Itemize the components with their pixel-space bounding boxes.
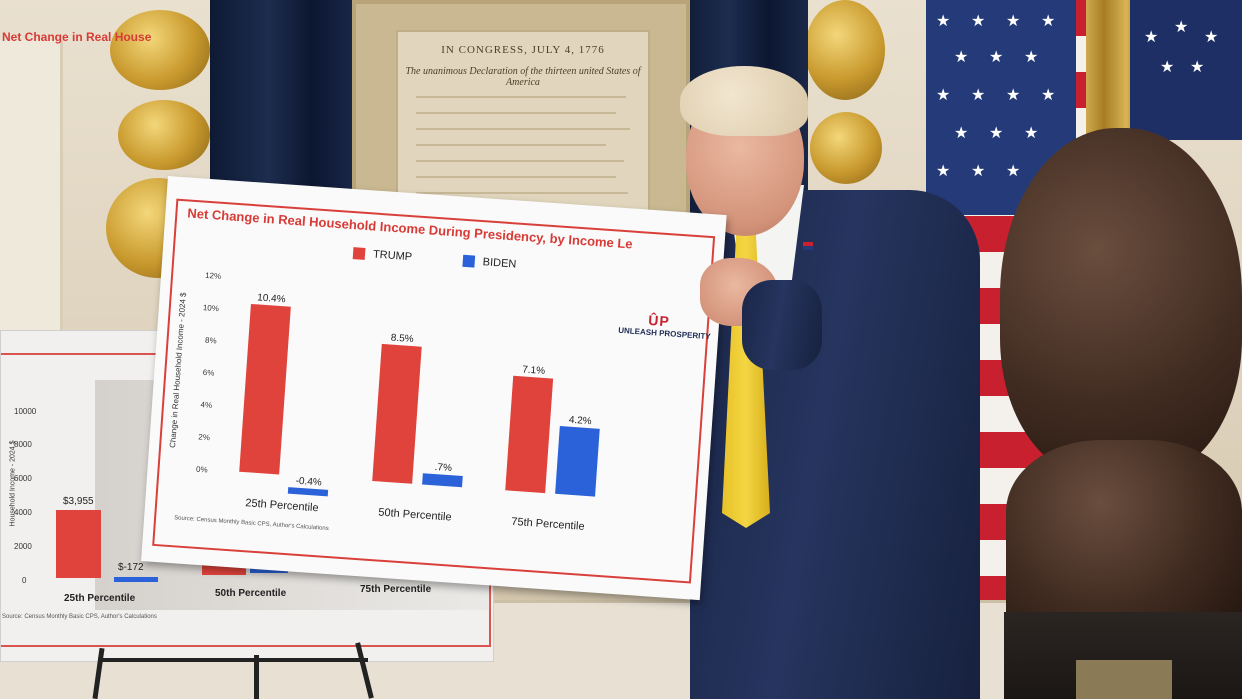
back-y-tick: 6000 (14, 474, 32, 483)
star-icon: ★ (936, 13, 951, 30)
y-tick-label: 2% (198, 432, 210, 442)
jacket-sleeve (742, 280, 822, 370)
y-tick-label: 10% (203, 303, 220, 313)
hair (680, 66, 808, 136)
gold-ornament (805, 0, 885, 100)
back-y-tick: 8000 (14, 440, 32, 449)
text-line (416, 96, 626, 98)
category-label: 25th Percentile (245, 497, 319, 514)
declaration-subtitle: The unanimous Declaration of the thirtee… (405, 66, 641, 88)
text-line (416, 176, 616, 178)
y-tick-label: 6% (203, 368, 215, 378)
star-icon: ★ (1144, 29, 1159, 46)
star-icon: ★ (971, 13, 986, 30)
star-icon: ★ (989, 125, 1004, 142)
bust-plaque (1076, 660, 1172, 699)
y-tick-label: 4% (200, 400, 212, 410)
back-y-tick: 0 (22, 576, 27, 585)
easel-leg (254, 655, 259, 699)
star-icon: ★ (954, 49, 969, 66)
y-tick-label: 12% (205, 271, 222, 281)
back-board-source: Source: Census Monthly Basic CPS, Author… (2, 614, 157, 620)
data-label-trump-2: 8.5% (390, 333, 414, 346)
star-icon: ★ (1006, 163, 1021, 180)
gold-ornament (118, 100, 210, 170)
bar-biden-1 (287, 487, 329, 497)
star-icon: ★ (971, 163, 986, 180)
star-icon: ★ (1190, 59, 1205, 76)
text-line (416, 112, 616, 114)
back-y-tick: 2000 (14, 542, 32, 551)
bar-biden-3 (555, 426, 600, 497)
income-bar-chart: 0% 2% 4% 6% 8% 10% 12% Change in Real Household… (168, 271, 600, 533)
data-label-biden-3: 4.2% (568, 415, 592, 428)
back-board-title: Net Change in Real House (2, 30, 152, 44)
star-icon: ★ (1041, 87, 1056, 104)
back-bar-biden-25th (114, 577, 158, 582)
bar-trump-2 (372, 343, 422, 484)
navy-curtain (210, 0, 356, 215)
star-icon: ★ (936, 163, 951, 180)
easel-bar (98, 658, 368, 662)
star-icon: ★ (989, 49, 1004, 66)
back-bar-trump-25th (56, 510, 101, 578)
category-label: 75th Percentile (511, 516, 585, 533)
bronze-bust-shoulders (1006, 440, 1242, 620)
star-icon: ★ (1006, 13, 1021, 30)
bar-biden-2 (422, 473, 463, 488)
y-tick-label: 0% (196, 465, 208, 475)
text-line (416, 144, 606, 146)
back-y-label: Household Income - 2024 $ (9, 440, 17, 527)
data-label-trump-3: 7.1% (522, 364, 546, 377)
back-bar-biden-50th (250, 568, 288, 573)
gold-ornament (810, 112, 882, 184)
back-y-tick: 10000 (14, 407, 37, 416)
star-icon: ★ (1024, 49, 1039, 66)
star-icon: ★ (936, 87, 951, 104)
bronze-bust (1000, 128, 1242, 478)
flag-pin-icon (803, 242, 813, 250)
declaration-title: IN CONGRESS, JULY 4, 1776 (441, 44, 605, 56)
presidential-flag: ★ ★ ★ ★ ★ (1130, 0, 1242, 140)
star-icon: ★ (971, 87, 986, 104)
back-category-25th: 25th Percentile (64, 593, 136, 604)
y-axis-label: Change in Real Household Income - 2024 $ (168, 292, 188, 448)
star-icon: ★ (1041, 13, 1056, 30)
y-tick-label: 8% (205, 336, 217, 346)
back-category-75th: 75th Percentile (360, 584, 432, 595)
back-value-trump-25th: $3,955 (63, 496, 94, 507)
data-label-biden-1: -0.4% (295, 476, 322, 489)
back-y-tick: 4000 (14, 508, 32, 517)
data-label-biden-2: .7% (434, 462, 452, 474)
star-icon: ★ (1174, 19, 1189, 36)
text-line (416, 192, 628, 194)
data-label-trump-1: 10.4% (257, 292, 286, 305)
chart-source: Source: Census Monthly Basic CPS, Author… (174, 515, 329, 532)
gold-ornament (110, 10, 210, 90)
star-icon: ★ (1204, 29, 1219, 46)
bar-trump-1 (239, 303, 291, 475)
text-line (416, 160, 624, 162)
back-category-50th: 50th Percentile (215, 588, 287, 599)
bar-trump-3 (505, 375, 554, 494)
text-line (416, 128, 630, 130)
star-icon: ★ (1006, 87, 1021, 104)
star-icon: ★ (954, 125, 969, 142)
white-door (0, 40, 63, 340)
front-chart-board: Net Change in Real Household Income Duri… (141, 176, 727, 601)
star-icon: ★ (1024, 125, 1039, 142)
back-value-biden-25th: $-172 (118, 562, 144, 573)
star-icon: ★ (1160, 59, 1175, 76)
category-label: 50th Percentile (378, 507, 452, 524)
